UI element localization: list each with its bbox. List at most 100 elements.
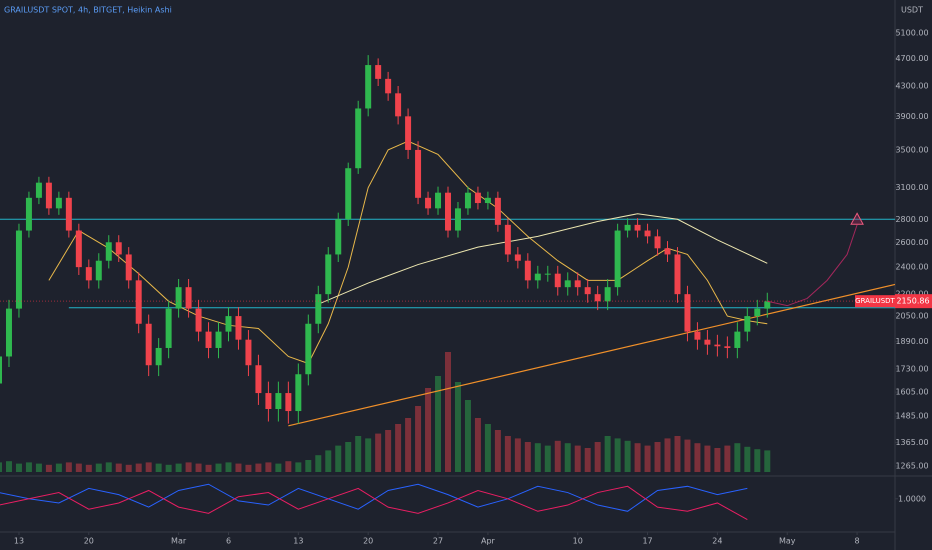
volume-bar bbox=[315, 455, 322, 472]
volume-bar bbox=[624, 440, 631, 472]
projection-path bbox=[767, 224, 858, 307]
volume-bar bbox=[65, 462, 72, 472]
volume-bar bbox=[225, 462, 232, 472]
candle-body bbox=[564, 280, 571, 288]
y-tick-label: 1890.00 bbox=[895, 337, 928, 346]
x-tick-label: 27 bbox=[433, 537, 443, 546]
candle-body bbox=[235, 316, 242, 340]
volume-bar bbox=[754, 449, 761, 472]
candle-body bbox=[85, 267, 92, 281]
volume-bar bbox=[175, 463, 182, 472]
y-tick-label: 1730.00 bbox=[895, 364, 928, 373]
candle-body bbox=[534, 273, 541, 281]
volume-bar bbox=[554, 440, 561, 472]
volume-bar bbox=[55, 463, 62, 472]
y-tick-label: 4700.00 bbox=[895, 54, 928, 63]
y-tick-label: 5100.00 bbox=[895, 29, 928, 38]
candle-body bbox=[65, 197, 72, 231]
candle-body bbox=[155, 347, 162, 366]
volume-bar bbox=[474, 418, 481, 472]
candle-body bbox=[355, 108, 362, 169]
x-tick-label: Apr bbox=[481, 537, 496, 546]
projection-target bbox=[850, 212, 864, 225]
candle-body bbox=[175, 287, 182, 309]
candle-body bbox=[275, 393, 282, 409]
volume-bar bbox=[564, 443, 571, 472]
volume-bar bbox=[125, 464, 132, 472]
candle-body bbox=[754, 308, 761, 317]
volume-bar bbox=[445, 352, 451, 472]
candle-body bbox=[445, 192, 451, 231]
y-tick-label: 3900.00 bbox=[895, 112, 928, 121]
volume-bar bbox=[484, 424, 491, 472]
volume-bar bbox=[724, 445, 731, 472]
volume-bar bbox=[235, 463, 242, 472]
y-tick-label: 1265.00 bbox=[895, 462, 928, 471]
candle-body bbox=[574, 280, 581, 288]
candle-body bbox=[654, 236, 661, 249]
candle-body bbox=[554, 273, 561, 288]
candle-body bbox=[464, 192, 471, 209]
candle-body bbox=[185, 287, 192, 309]
volume-bar bbox=[75, 463, 82, 472]
volume-bar bbox=[145, 462, 152, 472]
candle-body bbox=[225, 316, 232, 332]
candle-body bbox=[365, 65, 372, 109]
volume-bar bbox=[15, 463, 22, 472]
volume-bar bbox=[345, 442, 352, 472]
candle-body bbox=[375, 65, 382, 79]
volume-bar bbox=[385, 430, 392, 472]
volume-bar bbox=[764, 450, 771, 472]
volume-bar bbox=[155, 463, 162, 472]
volume-bar bbox=[664, 438, 671, 472]
y-tick-label: 1605.00 bbox=[895, 388, 928, 397]
oscillator-line bbox=[0, 485, 748, 521]
candle-body bbox=[584, 287, 591, 295]
oscillator-line bbox=[0, 483, 748, 512]
volume-bar bbox=[634, 443, 641, 472]
x-tick-label: 10 bbox=[573, 537, 583, 546]
volume-bar bbox=[574, 445, 581, 472]
candle-body bbox=[664, 248, 671, 255]
y-tick-label: 3100.00 bbox=[895, 183, 928, 192]
volume-bar bbox=[395, 424, 402, 472]
candle-body bbox=[15, 230, 22, 309]
x-tick-label: Mar bbox=[171, 537, 187, 546]
x-tick-label: 13 bbox=[14, 537, 24, 546]
volume-bar bbox=[365, 438, 372, 472]
x-tick-label: 20 bbox=[84, 537, 94, 546]
candle-body bbox=[325, 254, 332, 295]
candle-body bbox=[674, 254, 681, 295]
candle-body bbox=[634, 224, 641, 231]
candle-body bbox=[604, 287, 611, 302]
candle-body bbox=[245, 339, 252, 366]
candle-body bbox=[215, 331, 222, 348]
y-tick-label: 3500.00 bbox=[895, 145, 928, 154]
candle-body bbox=[255, 365, 262, 394]
volume-bar bbox=[425, 388, 432, 472]
volume-bar bbox=[45, 464, 52, 472]
volume-bar bbox=[604, 436, 611, 472]
volume-bar bbox=[734, 443, 741, 472]
volume-bar bbox=[674, 436, 681, 472]
candle-body bbox=[454, 208, 461, 231]
volume-bar bbox=[165, 464, 172, 472]
candle-body bbox=[145, 323, 152, 366]
volume-bar bbox=[265, 462, 272, 472]
volume-bar bbox=[494, 430, 501, 472]
candle-body bbox=[435, 192, 442, 209]
candle-body bbox=[395, 93, 402, 117]
last-price-label: 2150.86 bbox=[896, 297, 929, 306]
candle-body bbox=[25, 197, 32, 231]
chart-title: GRAILUSDT SPOT, 4h, BITGET, Heikin Ashi bbox=[4, 6, 172, 15]
volume-bar bbox=[504, 436, 511, 472]
volume-bar bbox=[335, 445, 342, 472]
candle-body bbox=[415, 149, 422, 198]
volume-bar bbox=[514, 438, 521, 472]
volume-bar bbox=[584, 448, 591, 472]
volume-bar bbox=[215, 463, 222, 472]
trendline bbox=[288, 283, 896, 427]
candle-body bbox=[285, 393, 292, 412]
volume-bar bbox=[5, 461, 12, 472]
candle-body bbox=[405, 116, 412, 150]
